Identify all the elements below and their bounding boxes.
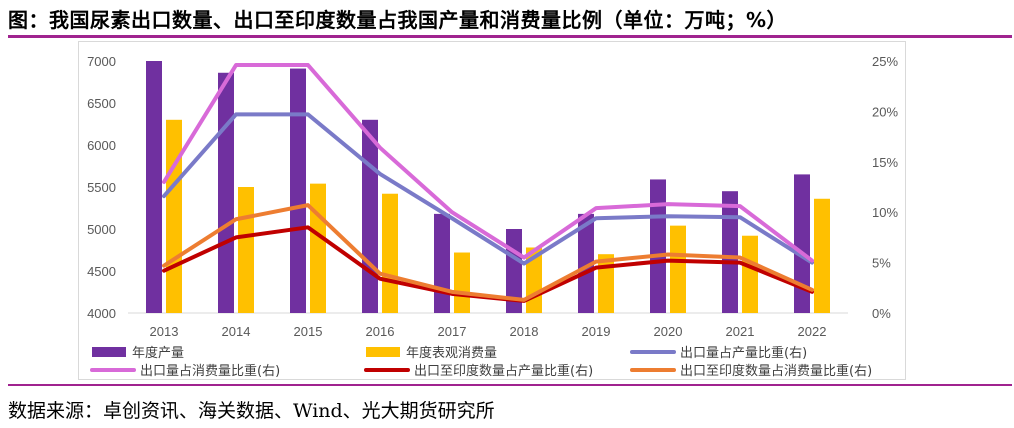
bar-production <box>290 68 306 313</box>
bar-production <box>218 72 234 313</box>
y-left-tick-label: 4000 <box>87 306 116 321</box>
y-left-tick-label: 5500 <box>87 180 116 195</box>
x-tick-label: 2017 <box>438 324 467 339</box>
x-tick-label: 2014 <box>222 324 251 339</box>
legend-swatch-bar <box>366 347 400 357</box>
bar-consumption <box>814 198 830 313</box>
bar-production <box>362 119 378 313</box>
source-divider <box>8 384 1012 386</box>
y-right-tick-label: 0% <box>872 306 891 321</box>
line-india-share-production <box>162 225 814 303</box>
x-tick-label: 2016 <box>366 324 395 339</box>
bar-consumption <box>166 119 182 313</box>
bar-consumption <box>670 225 686 313</box>
y-left-tick-label: 5000 <box>87 222 116 237</box>
y-right-tick-label: 20% <box>872 104 898 119</box>
bar-production <box>578 213 594 313</box>
x-tick-label: 2021 <box>726 324 755 339</box>
legend-label: 出口量占产量比重(右) <box>680 345 807 361</box>
x-tick-label: 2019 <box>582 324 611 339</box>
bar-production <box>650 179 666 313</box>
line-export-share-production <box>162 112 814 266</box>
legend-label: 年度表观消费量 <box>406 345 497 361</box>
y-right-tick-label: 5% <box>872 256 891 271</box>
legend-label: 出口量占消费量比重(右) <box>140 363 280 379</box>
y-right-tick-label: 25% <box>872 54 898 69</box>
line-export-share-consumption <box>162 63 814 263</box>
bar-consumption <box>382 193 398 313</box>
x-tick-label: 2013 <box>150 324 179 339</box>
title-divider <box>8 35 1012 38</box>
legend-label: 出口至印度数量占产量比重(右) <box>414 363 593 379</box>
bar-production <box>794 174 810 313</box>
x-tick-label: 2015 <box>294 324 323 339</box>
bar-production <box>722 191 738 313</box>
chart-frame <box>78 41 906 380</box>
bar-consumption <box>238 187 254 313</box>
legend-swatch-bar <box>92 347 126 357</box>
legend-label: 年度产量 <box>132 345 184 361</box>
y-left-tick-label: 6500 <box>87 96 116 111</box>
x-tick-label: 2020 <box>654 324 683 339</box>
chart-title: 图：我国尿素出口数量、出口至印度数量占我国产量和消费量比例（单位：万吨；%） <box>8 8 788 32</box>
y-left-tick-label: 4500 <box>87 264 116 279</box>
source-note: 数据来源：卓创资讯、海关数据、Wind、光大期货研究所 <box>8 400 495 422</box>
x-tick-label: 2018 <box>510 324 539 339</box>
y-right-tick-label: 10% <box>872 205 898 220</box>
bar-consumption <box>742 235 758 313</box>
line-india-share-consumption <box>162 203 814 302</box>
bar-production <box>434 213 450 313</box>
bar-production <box>146 61 162 313</box>
bar-consumption <box>310 183 326 313</box>
y-right-tick-label: 15% <box>872 155 898 170</box>
y-left-tick-label: 7000 <box>87 54 116 69</box>
legend-label: 出口至印度数量占消费量比重(右) <box>680 363 872 379</box>
x-tick-label: 2022 <box>798 324 827 339</box>
y-left-tick-label: 6000 <box>87 138 116 153</box>
bar-consumption <box>454 252 470 313</box>
